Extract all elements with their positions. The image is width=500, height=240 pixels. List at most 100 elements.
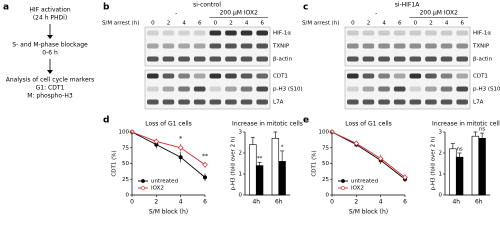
significance: ** — [202, 153, 208, 160]
blot-band — [209, 56, 222, 62]
blot-band — [347, 43, 359, 49]
arrow-head — [47, 70, 53, 74]
y-tick-label: 100 — [319, 130, 330, 136]
chart-title: Increase in mitotic cells — [432, 121, 500, 128]
x-tick-label: 6h — [275, 199, 283, 206]
blot-band — [162, 56, 175, 62]
blot-band — [225, 43, 237, 49]
data-point — [377, 155, 384, 162]
blot-band — [440, 30, 453, 36]
blot-band — [440, 43, 453, 49]
blot-band — [193, 73, 206, 79]
bar — [271, 138, 280, 196]
y-tick-label: 1 — [439, 172, 443, 178]
blot-band — [240, 56, 253, 62]
blot-band — [240, 73, 253, 79]
arrow-head — [47, 35, 53, 39]
timepoint: 2 — [229, 21, 233, 27]
blot-band — [393, 86, 406, 92]
timepoint: 6 — [198, 21, 202, 27]
step-text: G1: CDT1 — [36, 85, 65, 92]
protein-label: L7A — [473, 100, 484, 106]
blot-band — [456, 86, 468, 92]
blot-band — [409, 86, 422, 92]
blot-band — [240, 99, 253, 105]
blot-band — [456, 43, 468, 49]
figure: a HIF activation(24 h PHDi) S- and M-phas… — [3, 2, 500, 216]
legend-marker — [141, 186, 145, 190]
blot-title: si-HIF1A — [395, 2, 421, 9]
y-tick-label: 75 — [122, 145, 129, 151]
x-tick-label: 6 — [203, 199, 207, 206]
blot-band — [393, 99, 406, 105]
y-tick-label: 0 — [239, 193, 243, 199]
legend-marker — [341, 179, 345, 183]
blot-band — [225, 86, 237, 92]
significance: ns — [456, 147, 462, 153]
step-text: (24 h PHDi) — [33, 15, 67, 22]
blot-band — [256, 56, 268, 62]
blot-band — [193, 56, 206, 62]
chart-title: Loss of G1 cells — [345, 121, 392, 128]
x-tick-label: 4 — [379, 199, 383, 206]
data-point — [202, 161, 208, 168]
blot-band — [147, 30, 159, 36]
x-tick-label: 2 — [354, 199, 358, 206]
blot-band — [393, 73, 406, 79]
blot-band — [178, 56, 190, 62]
series-line — [331, 131, 406, 178]
blot-band — [378, 30, 390, 36]
blot-band — [347, 73, 359, 79]
y-tick-label: 0 — [126, 193, 130, 199]
x-tick-label: 0 — [130, 199, 134, 206]
legend-marker — [141, 179, 145, 183]
blot-band — [378, 56, 390, 62]
protein-label: β-actin — [473, 57, 493, 63]
blot-band — [256, 99, 268, 105]
data-point — [153, 138, 160, 145]
blot-band — [409, 99, 422, 105]
y-tick-label: 0 — [439, 193, 443, 199]
timepoint: 0 — [214, 21, 218, 27]
blot-band — [409, 56, 422, 62]
chart-title: Loss of G1 cells — [145, 121, 192, 128]
protein-label: CDT1 — [273, 74, 288, 80]
y-axis-label: CDT1 (%) — [312, 150, 318, 176]
step-text: M: phospho-H3 — [27, 93, 73, 100]
blot-band — [456, 99, 468, 105]
y-tick-label: 0 — [326, 193, 330, 199]
blot-band — [178, 43, 190, 49]
blot-band — [256, 73, 268, 79]
blot-band — [409, 43, 422, 49]
legend-label: untreated — [351, 179, 378, 185]
blot-band — [440, 73, 453, 79]
y-tick-label: 50 — [122, 161, 129, 167]
blot-band — [178, 73, 190, 79]
blot-band — [209, 99, 222, 105]
x-tick-label: 6 — [403, 199, 407, 206]
y-tick-label: 2 — [239, 151, 243, 157]
blot-band — [209, 86, 222, 92]
data-point — [203, 175, 207, 180]
step-text: HIF activation — [29, 7, 71, 14]
blot-band — [347, 30, 359, 36]
blot-band — [162, 99, 175, 105]
blot-band — [147, 43, 159, 49]
blot-band — [256, 86, 268, 92]
blot-band — [147, 56, 159, 62]
blot-band — [193, 43, 206, 49]
blot-band — [456, 73, 468, 79]
treatment-label: 200 µM IOX2 — [420, 10, 458, 17]
blot-band — [162, 43, 175, 49]
blot-band — [347, 99, 359, 105]
blot-band — [409, 30, 422, 36]
significance: ns — [479, 127, 485, 133]
blot-band — [425, 73, 437, 79]
significance: * — [179, 135, 182, 142]
timepoint: 4 — [382, 21, 386, 27]
step-text: 0-6 h — [42, 50, 58, 57]
blot-band — [440, 56, 453, 62]
blot-band — [209, 73, 222, 79]
blot-band — [178, 30, 190, 36]
y-tick-label: 3 — [239, 130, 243, 136]
